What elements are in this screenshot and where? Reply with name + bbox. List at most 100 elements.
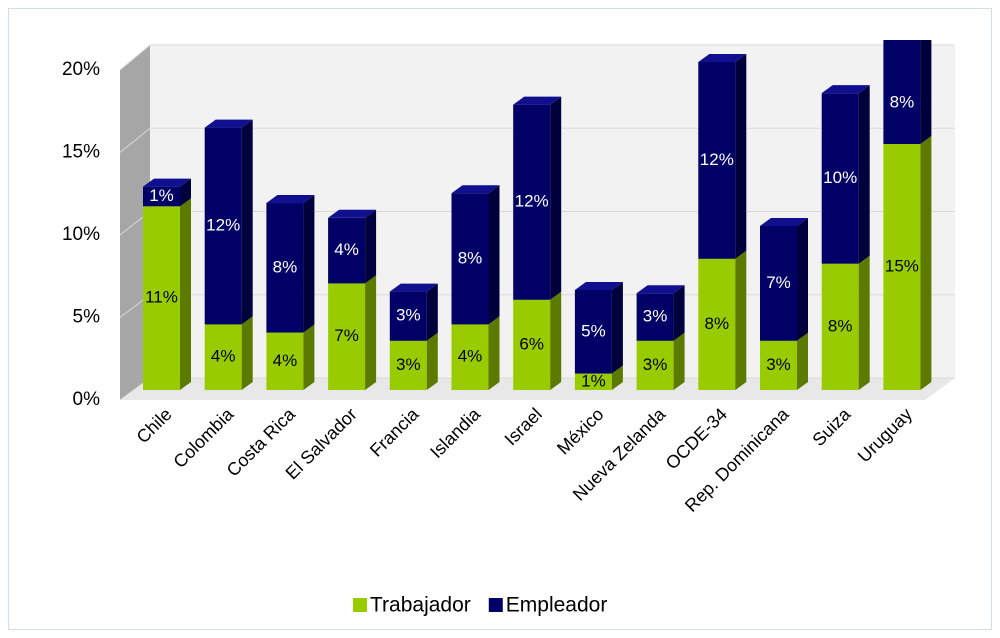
bar-top xyxy=(328,209,377,218)
value-label: 11% xyxy=(145,288,178,307)
bar-segment xyxy=(389,332,438,390)
bar-side xyxy=(365,209,377,284)
bar-front xyxy=(143,186,180,207)
bar-segment xyxy=(389,283,438,341)
y-tick-label: 15% xyxy=(62,142,100,163)
value-label: 3% xyxy=(396,306,421,325)
bar-top xyxy=(698,54,747,62)
bar-side xyxy=(611,281,623,374)
bar-segment xyxy=(760,218,808,341)
value-label: 8% xyxy=(890,92,915,111)
legend-label: Empleador xyxy=(506,594,608,617)
bar-front xyxy=(636,293,674,341)
value-label: 4% xyxy=(458,347,483,366)
legend-swatch xyxy=(488,598,503,612)
bar-front xyxy=(698,62,736,259)
bar-segment xyxy=(821,255,870,390)
bar-top xyxy=(451,185,500,194)
bar-front xyxy=(883,144,921,390)
bar-side xyxy=(920,40,932,144)
bar-segment xyxy=(266,195,315,333)
value-label: 15% xyxy=(885,256,919,275)
bar-front xyxy=(451,193,489,325)
value-label: 3% xyxy=(766,355,791,374)
bar-front xyxy=(266,332,304,390)
bar-front xyxy=(513,299,551,390)
bar-segment xyxy=(574,281,623,374)
value-label: 7% xyxy=(334,326,359,345)
y-tick-label: 5% xyxy=(73,307,101,328)
bar-side xyxy=(858,85,870,264)
bar-side xyxy=(920,136,932,390)
bar-side xyxy=(303,324,315,390)
value-label: 1% xyxy=(581,371,606,390)
bar-side xyxy=(303,195,315,333)
bar-front xyxy=(883,40,921,144)
bar-front xyxy=(204,324,242,390)
grid-line xyxy=(119,127,955,153)
bar-front xyxy=(328,283,366,390)
value-label: 4% xyxy=(273,351,298,370)
y-tick-label: 0% xyxy=(73,389,101,410)
value-label: 8% xyxy=(458,248,483,267)
bar-front xyxy=(698,258,736,390)
value-label: 8% xyxy=(828,316,853,335)
value-label: 8% xyxy=(705,314,730,333)
bar-segment xyxy=(513,96,562,300)
bar-segment xyxy=(883,40,932,144)
bar-top xyxy=(204,119,253,128)
bar-segment xyxy=(698,54,747,259)
y-tick-label: 10% xyxy=(62,224,100,245)
value-label: 12% xyxy=(206,215,240,234)
value-label: 12% xyxy=(515,192,549,211)
bar-top xyxy=(821,85,870,94)
value-label: 4% xyxy=(334,240,359,259)
value-label: 3% xyxy=(396,355,421,374)
bar-side xyxy=(611,365,623,390)
bar-top xyxy=(513,96,562,105)
value-label: 8% xyxy=(273,257,298,276)
bar-segment xyxy=(636,285,685,341)
bar-side xyxy=(488,185,500,325)
bar-segment xyxy=(451,185,500,325)
legend-swatch xyxy=(353,598,367,612)
bar-segment xyxy=(328,209,377,284)
y-tick-label: 20% xyxy=(62,59,100,80)
bar-front xyxy=(204,127,242,325)
bar-side xyxy=(488,316,500,390)
bar-side xyxy=(426,332,438,390)
value-label: 3% xyxy=(643,355,668,374)
value-label: 7% xyxy=(766,273,791,292)
bar-front xyxy=(389,291,427,341)
grid-line xyxy=(119,44,955,71)
bar-side xyxy=(426,283,438,341)
value-label: 6% xyxy=(519,334,544,353)
bar-top xyxy=(143,178,191,187)
bar-front xyxy=(636,340,674,390)
value-label: 5% xyxy=(581,321,606,340)
bar-front xyxy=(513,104,551,300)
bar-segment xyxy=(821,85,870,264)
bar-front xyxy=(574,289,612,374)
bar-front xyxy=(821,263,859,390)
bar-front xyxy=(451,324,489,390)
bar-side xyxy=(180,178,191,207)
bar-side xyxy=(735,54,747,259)
bar-top xyxy=(389,283,438,292)
bar-side xyxy=(241,316,253,390)
bar-top xyxy=(760,218,808,226)
bar-segment xyxy=(204,119,253,325)
bar-front xyxy=(574,373,612,390)
bar-top xyxy=(636,285,685,294)
bar-side xyxy=(365,275,377,390)
bar-segment xyxy=(451,316,500,390)
bar-front xyxy=(760,340,797,390)
bar-side xyxy=(735,250,747,390)
bar-front xyxy=(143,206,180,390)
value-label: 3% xyxy=(643,307,668,326)
bar-side xyxy=(858,255,870,390)
bar-front xyxy=(266,203,304,333)
bar-segment xyxy=(143,198,191,390)
bar-side xyxy=(673,285,685,341)
